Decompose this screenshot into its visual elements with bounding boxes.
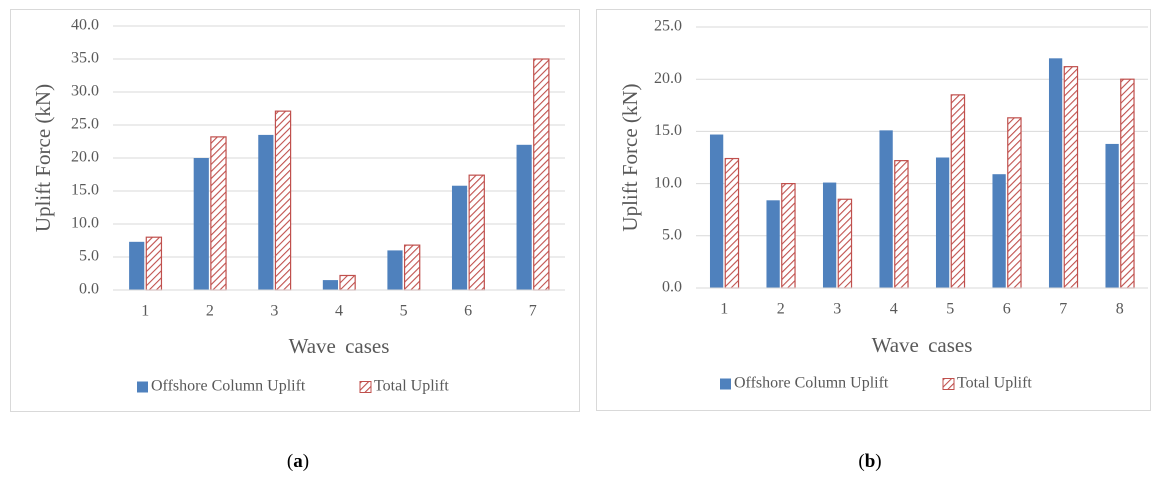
bar: [468, 174, 485, 291]
x-tick-label: 4: [890, 301, 898, 318]
bar: [193, 158, 209, 290]
y-tick-label: 20.0: [654, 70, 682, 87]
legend-label: Offshore Column Uplift: [734, 375, 889, 392]
legend-swatch: [720, 378, 731, 390]
x-tick-label: 5: [400, 303, 408, 320]
y-tick-label: 15.0: [654, 122, 682, 139]
y-tick-label: 15.0: [71, 182, 99, 199]
bar: [129, 241, 145, 290]
bar: [822, 182, 837, 288]
y-axis-title: Uplift Force (kN): [618, 83, 642, 231]
x-tick-label: 7: [1059, 301, 1067, 318]
bar: [879, 130, 893, 288]
bar: [766, 200, 780, 288]
y-axis-title: Uplift Force (kN): [31, 84, 55, 232]
bar: [403, 244, 421, 291]
bar: [709, 134, 724, 288]
y-tick-label: 0.0: [79, 281, 99, 298]
bar: [387, 250, 403, 290]
y-tick-label: 30.0: [71, 83, 99, 100]
x-axis-title: Wave cases: [289, 334, 390, 358]
bar: [1048, 58, 1063, 288]
bar: [724, 157, 740, 289]
bar: [533, 58, 550, 291]
x-tick-label: 7: [529, 303, 537, 320]
bar: [1120, 78, 1135, 289]
bar: [1063, 66, 1079, 289]
bar: [1007, 117, 1022, 289]
caption: (b): [858, 451, 881, 472]
x-tick-label: 6: [1003, 301, 1011, 318]
y-tick-label: 5.0: [79, 248, 99, 265]
bar: [145, 236, 163, 291]
bar: [950, 94, 966, 289]
y-tick-label: 10.0: [654, 174, 682, 191]
y-tick-label: 20.0: [71, 149, 99, 166]
y-tick-label: 25.0: [71, 116, 99, 133]
x-tick-label: 2: [777, 301, 785, 318]
bar: [339, 274, 356, 291]
bar: [992, 174, 1006, 288]
legend-label: Total Uplift: [957, 375, 1032, 392]
bar: [210, 136, 227, 291]
x-tick-label: 5: [946, 301, 954, 318]
x-tick-label: 6: [464, 303, 472, 320]
bar: [781, 183, 796, 289]
bar: [516, 144, 532, 290]
bar: [935, 157, 950, 288]
bar: [274, 110, 292, 291]
bar: [837, 198, 853, 289]
legend-swatch: [359, 381, 372, 393]
x-tick-label: 4: [335, 303, 343, 320]
x-tick-label: 8: [1116, 301, 1124, 318]
y-tick-label: 5.0: [662, 226, 682, 243]
x-axis-title: Wave cases: [872, 333, 973, 357]
legend-swatch: [137, 381, 148, 393]
bar: [322, 280, 338, 290]
x-tick-label: 1: [720, 301, 728, 318]
x-tick-label: 2: [206, 303, 214, 320]
y-tick-label: 40.0: [71, 17, 99, 34]
y-tick-label: 10.0: [71, 215, 99, 232]
x-tick-label: 3: [833, 301, 841, 318]
bar: [258, 134, 274, 290]
y-tick-label: 25.0: [654, 18, 682, 35]
legend-swatch: [942, 378, 955, 390]
caption: (a): [287, 451, 309, 472]
legend-label: Offshore Column Uplift: [151, 378, 306, 395]
bar: [894, 160, 909, 289]
x-tick-label: 1: [141, 303, 149, 320]
bar: [1105, 143, 1119, 288]
y-tick-label: 35.0: [71, 50, 99, 67]
x-tick-label: 3: [270, 303, 278, 320]
y-tick-label: 0.0: [662, 279, 682, 296]
bar: [451, 185, 468, 290]
legend-label: Total Uplift: [374, 378, 449, 395]
